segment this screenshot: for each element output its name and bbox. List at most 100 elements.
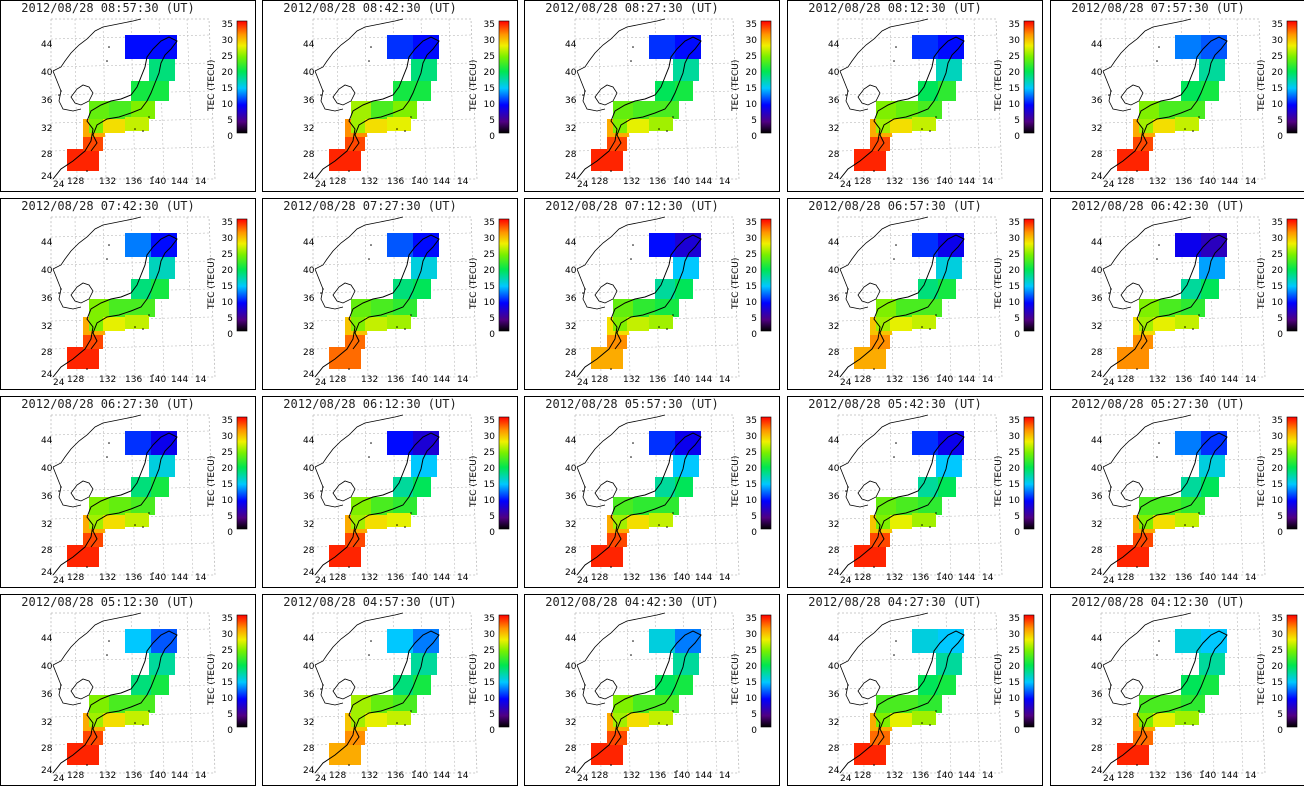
korea-coastline <box>70 84 94 106</box>
lon-label: 14 <box>719 177 731 187</box>
map-frame <box>312 612 478 774</box>
colorbar-tick-label: 35 <box>1009 614 1020 624</box>
tec-cell <box>649 431 675 455</box>
colorbar-tick-label: 15 <box>484 84 495 94</box>
island-marker <box>370 244 372 246</box>
japan-coastline <box>576 234 702 378</box>
lat-label: 36 <box>41 690 53 700</box>
lon-label: 128 <box>329 573 346 583</box>
lon-label: 136 <box>125 177 142 187</box>
tec-cell <box>1117 743 1149 765</box>
lon-label: 132 <box>886 375 903 385</box>
tec-cell <box>1151 119 1175 133</box>
island-marker <box>322 684 324 686</box>
japan-coastline <box>839 432 965 576</box>
lat-label: 36 <box>1091 294 1103 304</box>
colorbar-tick-label: 15 <box>222 282 233 292</box>
tec-cell <box>613 101 633 119</box>
colorbar-tick-label: 25 <box>484 52 495 62</box>
tec-cell <box>1117 545 1149 567</box>
map-frame <box>50 18 216 180</box>
lat-label: 28 <box>303 546 315 556</box>
lat-label: 32 <box>303 520 314 530</box>
island-marker <box>86 764 88 766</box>
tec-cell <box>413 675 431 695</box>
colorbar-tick-label: 5 <box>1277 116 1283 126</box>
japan-coastline <box>839 630 965 774</box>
island-marker <box>676 374 678 376</box>
tec-cell <box>888 713 912 727</box>
colorbar-label: TEC (TECU) <box>994 653 1004 705</box>
tec-cell <box>1175 233 1201 257</box>
tec-cell <box>387 233 413 257</box>
colorbar-tick-label: 25 <box>1272 250 1283 260</box>
lat-label: 40 <box>828 68 840 78</box>
tec-cell <box>649 513 673 527</box>
colorbar <box>1023 218 1035 332</box>
colorbar-tick-label: 10 <box>746 694 758 704</box>
island-marker <box>322 288 324 290</box>
lat-label: 40 <box>828 266 840 276</box>
colorbar-tick-label: 10 <box>484 298 496 308</box>
colorbar <box>1023 614 1035 728</box>
lon-label: 14 <box>982 375 994 385</box>
colorbar-tick-label: 20 <box>1272 266 1284 276</box>
map-frame <box>574 414 740 576</box>
tec-cell <box>591 743 623 765</box>
colorbar-tick-label: 0 <box>227 330 233 340</box>
japan-coastline <box>52 630 178 774</box>
lon-label: 144 <box>1221 375 1238 385</box>
lat-label: 44 <box>565 634 577 644</box>
colorbar-tick-label: 5 <box>1014 512 1020 522</box>
japan-coastline <box>314 234 440 378</box>
lat-label: 40 <box>303 68 315 78</box>
lon-label: 128 <box>67 375 84 385</box>
colorbar-tick-label: 25 <box>222 250 233 260</box>
lon-label: 144 <box>171 177 188 187</box>
korea-coastline <box>857 480 881 502</box>
lon-label: 14 <box>195 375 207 385</box>
island-marker <box>108 244 110 246</box>
island-marker <box>1136 566 1138 568</box>
lon-label: 132 <box>99 771 116 781</box>
island-marker <box>60 288 62 290</box>
tec-cell <box>876 299 896 317</box>
island-marker <box>666 724 668 726</box>
lat-label: 28 <box>303 348 315 358</box>
colorbar-tick-label: 25 <box>746 52 757 62</box>
island-marker <box>404 526 406 528</box>
lon-label: 132 <box>361 771 378 781</box>
lon-label: 132 <box>99 177 116 187</box>
lon-label: 136 <box>1175 375 1192 385</box>
tec-cell <box>413 81 431 101</box>
lat-label: 44 <box>828 40 840 50</box>
colorbar-tick-label: 35 <box>1009 20 1020 30</box>
colorbar-tick-label: 15 <box>746 480 757 490</box>
tec-cell <box>1181 477 1203 497</box>
colorbar-tick-label: 20 <box>1009 68 1021 78</box>
colorbar-tick-label: 35 <box>1272 614 1283 624</box>
colorbar-tick-label: 10 <box>1009 496 1021 506</box>
island-marker <box>368 258 370 260</box>
colorbar-label: TEC (TECU) <box>207 653 217 705</box>
island-marker <box>1136 368 1138 370</box>
colorbar <box>760 614 772 728</box>
island-marker <box>106 60 108 62</box>
panel-timestamp-title: 2012/08/28 05:12:30 (UT) <box>21 595 195 609</box>
colorbar-tick-label: 10 <box>1272 496 1284 506</box>
tec-cell <box>329 149 361 171</box>
mainland-coastline <box>52 414 142 508</box>
colorbar <box>1023 20 1035 134</box>
tec-cell <box>888 317 912 331</box>
island-marker <box>58 94 60 96</box>
panel-timestamp-title: 2012/08/28 08:57:30 (UT) <box>21 1 195 15</box>
colorbar-tick-label: 35 <box>746 614 757 624</box>
tec-cell <box>151 675 169 695</box>
tec-cell <box>936 455 962 477</box>
lat-label-extra: 24 <box>53 774 65 784</box>
colorbar-label: TEC (TECU) <box>731 59 741 111</box>
lon-label: 136 <box>912 573 929 583</box>
tec-map-panel: 44 40 36 32 28 24 24 128 132 136 140 144 14 35 30 25 20 1… <box>262 0 518 192</box>
